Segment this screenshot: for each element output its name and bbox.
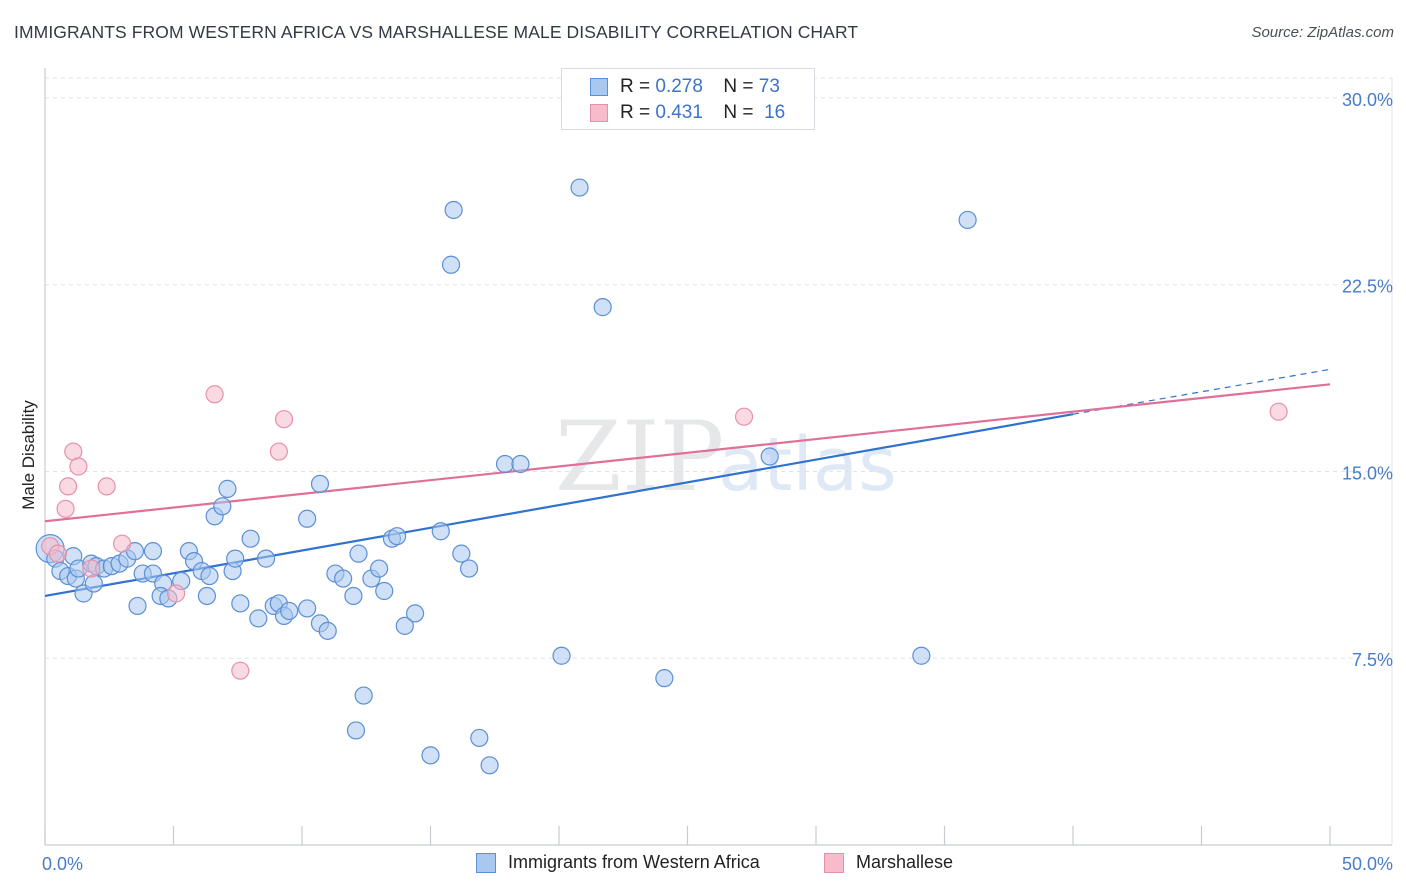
western-africa-point <box>354 686 373 705</box>
western-africa-point <box>495 454 515 474</box>
marshallese-point <box>231 661 250 680</box>
western-africa-point <box>552 646 571 665</box>
legend-n-label: N = <box>723 102 754 123</box>
bottom-legend-label: Marshallese <box>856 852 954 872</box>
watermark: ZIP atlas <box>555 401 897 513</box>
western-africa-point <box>459 559 479 578</box>
marshallese-point <box>69 457 88 476</box>
legend-n-value: 73 <box>758 76 780 97</box>
western-africa-point <box>480 756 499 775</box>
y-tick-label: 22.5% <box>1342 277 1393 297</box>
western-africa-point <box>241 529 260 548</box>
x-tick-label: 0.0% <box>42 854 83 874</box>
western-africa-point <box>298 599 317 618</box>
blue-swatch-icon <box>590 78 608 96</box>
western-africa-point <box>346 721 366 740</box>
western-africa-point <box>444 200 463 220</box>
marshallese-point <box>48 544 67 563</box>
marshallese-point <box>56 499 75 518</box>
western-africa-point <box>370 559 389 578</box>
western-africa-point <box>84 574 103 593</box>
marshallese-point <box>274 410 294 429</box>
western-africa-point <box>213 497 232 516</box>
western-africa-point <box>760 447 779 466</box>
western-africa-point <box>280 601 299 621</box>
western-africa-point <box>912 646 931 665</box>
western-africa-point <box>421 746 440 765</box>
legend-row-western-africa: R = 0.278 N = 73 <box>590 74 780 100</box>
marshallese-point <box>112 534 132 553</box>
western-africa-point <box>256 549 276 568</box>
western-africa-trendline <box>44 413 1074 598</box>
western-africa-point <box>226 549 245 568</box>
marshallese-point <box>59 477 78 496</box>
marshallese-point <box>1269 402 1288 421</box>
marshallese-point <box>269 442 288 461</box>
western-africa-point <box>349 544 368 563</box>
y-tick-label: 7.5% <box>1352 650 1393 670</box>
bottom-legend-label: Immigrants from Western Africa <box>508 852 760 872</box>
western-africa-point <box>958 210 977 230</box>
western-africa-point <box>200 566 219 586</box>
western-africa-point <box>470 728 489 748</box>
western-africa-point <box>143 542 163 561</box>
western-africa-point <box>310 474 330 494</box>
western-africa-point <box>218 479 237 498</box>
x-tick-label: 50.0% <box>1342 854 1393 874</box>
blue-swatch-icon <box>476 852 496 873</box>
western-africa-point <box>431 522 450 541</box>
western-africa-point <box>511 454 530 474</box>
watermark-atlas: atlas <box>718 422 897 508</box>
marshallese-point <box>205 385 224 404</box>
western-africa-point <box>441 255 461 274</box>
western-africa-point <box>298 509 317 528</box>
western-africa-point <box>405 604 425 623</box>
legend-r-label: R = <box>620 76 651 97</box>
y-tick-label: 30.0% <box>1342 90 1393 110</box>
legend-n-label: N = <box>723 76 754 97</box>
legend-r-value: 0.278 <box>655 76 703 97</box>
western-africa-point <box>570 178 589 197</box>
legend-r-value: 0.431 <box>655 102 703 123</box>
correlation-legend: R = 0.278 N = 73 R = 0.431 N = 16 <box>561 68 815 130</box>
western-africa-point <box>395 616 414 635</box>
western-africa-point <box>344 586 363 606</box>
legend-n-value: 16 <box>764 102 786 123</box>
legend-row-marshallese: R = 0.431 N = 16 <box>590 100 785 126</box>
western-africa-point <box>593 298 612 317</box>
western-africa-point <box>334 569 353 588</box>
marshallese-point <box>82 559 101 578</box>
bottom-legend-marshallese: Marshallese <box>824 852 953 873</box>
western-africa-point <box>655 669 674 688</box>
western-africa-point <box>197 586 217 606</box>
western-africa-point <box>231 594 250 613</box>
source-credit: Source: ZipAtlas.com <box>1251 24 1394 41</box>
marshallese-point <box>166 584 186 603</box>
marshallese-trendline <box>44 383 1331 523</box>
legend-r-label: R = <box>620 102 651 123</box>
y-tick-label: 15.0% <box>1342 463 1393 483</box>
pink-swatch-icon <box>590 104 608 122</box>
western-africa-point <box>128 596 147 616</box>
western-africa-point <box>318 621 337 640</box>
western-africa-point <box>375 581 394 601</box>
y-axis-label: Male Disability <box>19 400 38 510</box>
bottom-legend-western-africa: Immigrants from Western Africa <box>476 852 760 873</box>
chart-title: IMMIGRANTS FROM WESTERN AFRICA VS MARSHA… <box>14 22 859 42</box>
pink-swatch-icon <box>824 852 844 873</box>
western-africa-point <box>452 544 471 563</box>
western-africa-point <box>249 609 268 628</box>
western-africa-point <box>387 527 407 546</box>
marshallese-point <box>734 407 754 426</box>
marshallese-point <box>97 477 116 496</box>
